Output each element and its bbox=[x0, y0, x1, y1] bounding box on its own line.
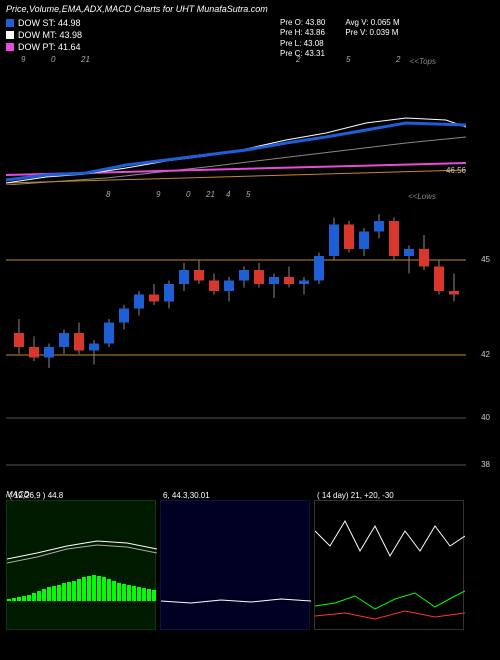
adx-subpanel: ( 14 day) 21, +20, -30 bbox=[314, 500, 464, 630]
legend-swatch bbox=[6, 43, 14, 51]
signal-subpanel: 6, 44.3,30.01 bbox=[160, 500, 310, 630]
tops-link[interactable]: <<Tops bbox=[410, 57, 436, 66]
legend-swatch bbox=[6, 31, 14, 39]
indicator-panels: ( 12,26,9 ) 44.8 6, 44.3,30.01 ( 14 day)… bbox=[6, 500, 464, 630]
macd-subpanel: ( 12,26,9 ) 44.8 bbox=[6, 500, 156, 630]
adx-params: ( 14 day) 21, +20, -30 bbox=[317, 491, 394, 500]
legend-label: DOW MT: 43.98 bbox=[18, 30, 82, 40]
ohlc-stats: Pre O: 43.80Pre H: 43.86Pre L: 43.08Pre … bbox=[280, 18, 400, 60]
legend-label: DOW PT: 41.64 bbox=[18, 42, 81, 52]
macd-params: ( 12,26,9 ) 44.8 bbox=[9, 491, 63, 500]
signal-params: 6, 44.3,30.01 bbox=[163, 491, 210, 500]
ema-y-label: 46.56 bbox=[446, 166, 466, 175]
legend-label: DOW ST: 44.98 bbox=[18, 18, 81, 28]
legend: DOW ST: 44.98 DOW MT: 43.98 DOW PT: 41.64 bbox=[6, 18, 82, 54]
lows-link[interactable]: <<Lows bbox=[408, 192, 436, 201]
chart-title: Price,Volume,EMA,ADX,MACD Charts for UHT… bbox=[6, 4, 268, 14]
legend-swatch bbox=[6, 19, 14, 27]
ema-panel: <<Tops 46.56 9021252 bbox=[6, 65, 466, 185]
candlestick-panel: <<Lows 45424038 8902145 bbox=[6, 200, 466, 480]
